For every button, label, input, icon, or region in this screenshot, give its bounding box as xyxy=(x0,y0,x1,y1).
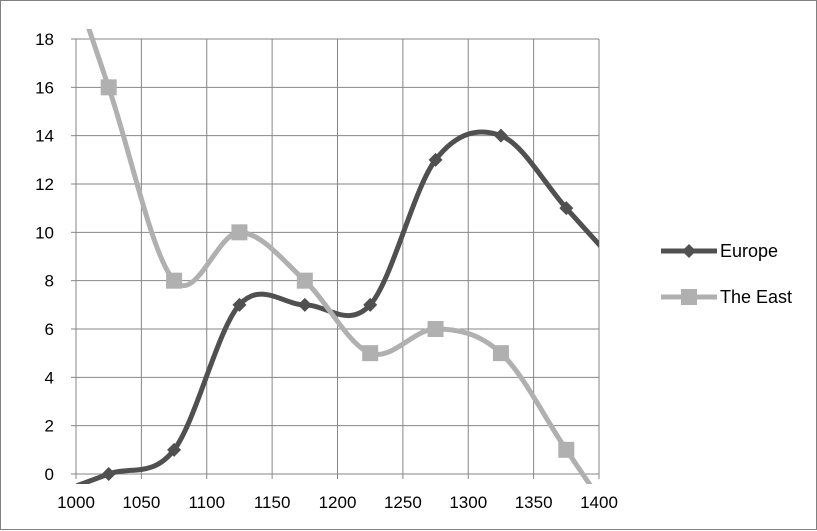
data-point-europe xyxy=(428,152,443,167)
legend: Europe The East xyxy=(661,241,792,307)
x-tick-label: 1150 xyxy=(254,493,291,512)
data-point-europe xyxy=(493,128,508,143)
x-tick-label: 1100 xyxy=(188,493,225,512)
y-tick-label: 12 xyxy=(35,175,54,194)
data-point-the-east xyxy=(492,345,509,362)
legend-label-the-east: The East xyxy=(720,287,792,307)
axes: 0 2 4 6 8 10 12 14 16 18 1000 1050 1100 1150 1200 1250 1… xyxy=(35,30,618,512)
data-point-the-east xyxy=(231,224,248,241)
data-point-the-east xyxy=(362,345,379,362)
x-tick-label: 1350 xyxy=(515,493,553,512)
y-tick-label: 14 xyxy=(35,127,54,146)
data-point-europe xyxy=(297,297,312,312)
y-tick-label: 2 xyxy=(45,417,54,436)
x-tick-label: 1300 xyxy=(449,493,487,512)
data-point-europe xyxy=(232,297,247,312)
legend-marker-europe xyxy=(682,244,696,258)
series xyxy=(76,29,599,484)
y-tick-label: 0 xyxy=(45,465,54,484)
data-point-europe xyxy=(363,297,378,312)
x-tick-label: 1250 xyxy=(384,493,422,512)
legend-label-europe: Europe xyxy=(720,241,778,261)
x-tick-label: 1050 xyxy=(122,493,160,512)
data-point-europe xyxy=(101,467,116,481)
y-tick-label: 18 xyxy=(35,30,54,49)
y-tick-label: 6 xyxy=(45,320,54,339)
data-point-the-east xyxy=(100,79,117,96)
y-tick-label: 10 xyxy=(35,223,54,242)
data-point-europe xyxy=(559,201,574,216)
x-tick-label: 1200 xyxy=(319,493,357,512)
x-tick-label: 1000 xyxy=(57,493,95,512)
legend-marker-the-east xyxy=(681,289,697,305)
y-tick-label: 4 xyxy=(45,368,54,387)
series-line-europe xyxy=(76,129,599,484)
y-tick-label: 8 xyxy=(45,272,54,291)
grid xyxy=(76,38,600,474)
y-tick-label: 16 xyxy=(35,78,54,97)
data-point-europe xyxy=(167,442,182,457)
x-tick-label: 1400 xyxy=(580,493,618,512)
data-point-the-east xyxy=(166,272,183,289)
data-point-the-east xyxy=(558,441,575,458)
data-point-the-east xyxy=(427,321,444,337)
data-point-the-east xyxy=(296,272,313,289)
